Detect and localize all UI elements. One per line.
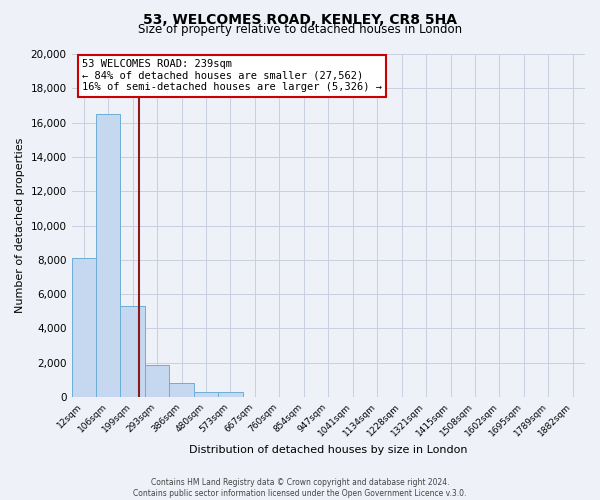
Bar	[71, 258, 96, 397]
Text: 53 WELCOMES ROAD: 239sqm
← 84% of detached houses are smaller (27,562)
16% of se: 53 WELCOMES ROAD: 239sqm ← 84% of detach…	[82, 59, 382, 92]
Bar	[145, 366, 169, 397]
Bar	[218, 392, 242, 397]
Bar	[121, 306, 145, 397]
Text: Contains HM Land Registry data © Crown copyright and database right 2024.
Contai: Contains HM Land Registry data © Crown c…	[133, 478, 467, 498]
Y-axis label: Number of detached properties: Number of detached properties	[15, 138, 25, 313]
Text: 53, WELCOMES ROAD, KENLEY, CR8 5HA: 53, WELCOMES ROAD, KENLEY, CR8 5HA	[143, 12, 457, 26]
Bar	[194, 392, 218, 397]
Bar	[96, 114, 121, 397]
X-axis label: Distribution of detached houses by size in London: Distribution of detached houses by size …	[189, 445, 467, 455]
Bar	[169, 384, 194, 397]
Text: Size of property relative to detached houses in London: Size of property relative to detached ho…	[138, 22, 462, 36]
